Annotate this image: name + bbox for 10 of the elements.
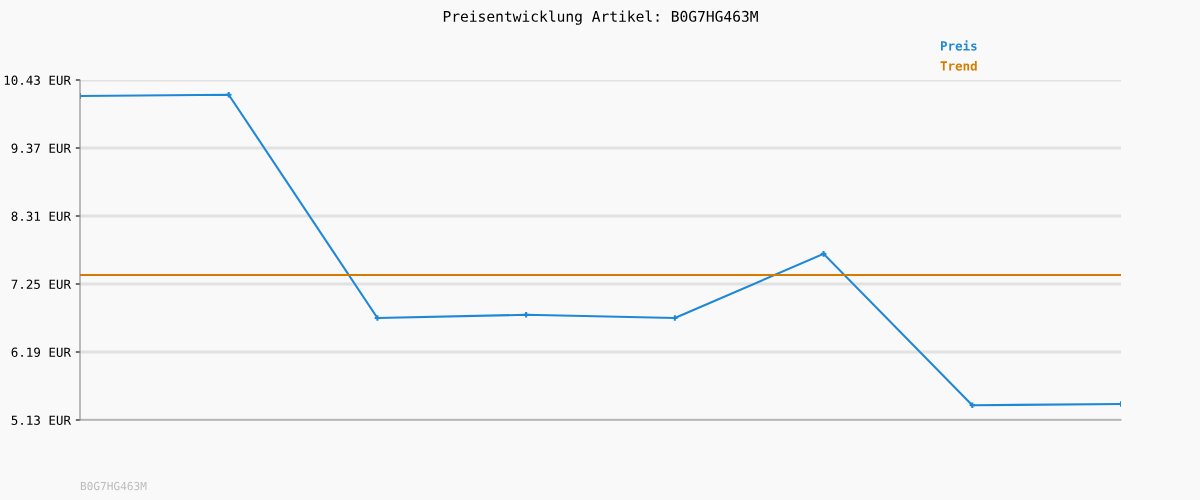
text: Trend [940,60,977,71]
text: Preis [940,40,977,51]
chart-title: Preisentwicklung Artikel: B0G7HG463M [443,10,758,25]
y-tick-label: 7.25 EUR [11,279,71,289]
text: B0G7HG463M [80,481,147,491]
y-tick-label: 6.19 EUR [11,347,71,357]
y-tick-label: 9.37 EUR [11,143,71,153]
y-tick-label: 10.43 EUR [4,75,71,85]
y-tick-label: 8.31 EUR [11,211,71,221]
y-tick-label: 5.13 EUR [11,415,71,425]
